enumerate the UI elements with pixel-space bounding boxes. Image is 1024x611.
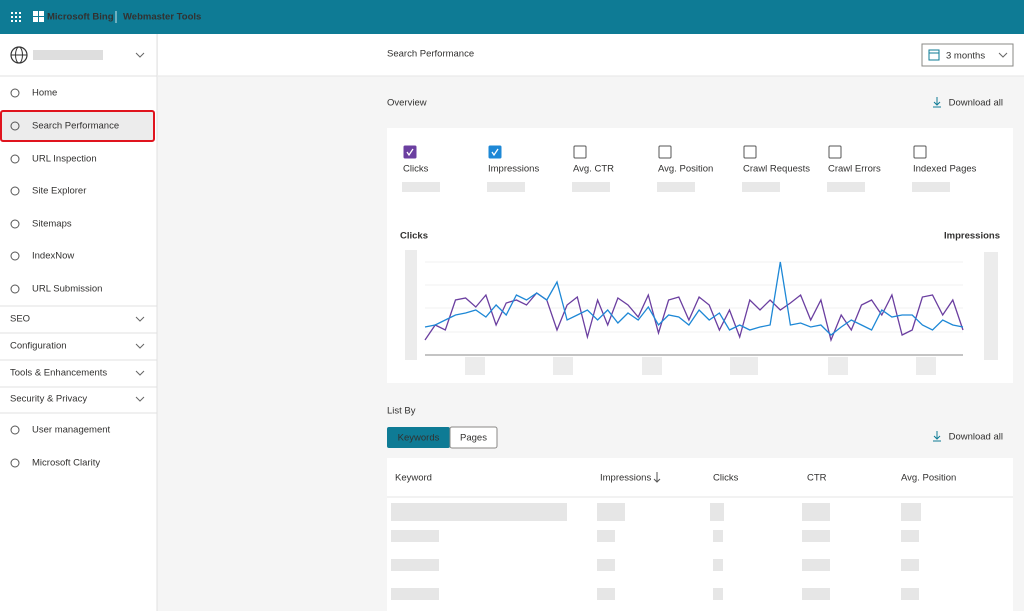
metric-checkbox[interactable] [573,145,587,159]
nav-item[interactable]: Sitemaps [32,219,72,230]
section-title: Overview [387,98,427,109]
metric-label: Crawl Errors [828,164,881,175]
blurred-value [827,182,865,192]
nav-section[interactable]: Security & Privacy [10,394,87,405]
nav-icon [10,284,20,294]
blurred-value [487,182,525,192]
nav-icon [10,186,20,196]
nav-section[interactable]: SEO [10,314,30,325]
microsoft-logo [33,11,44,22]
column-header[interactable]: Keyword [395,473,432,484]
section-title: List By [387,406,416,417]
metric-checkbox[interactable] [828,145,842,159]
download-all[interactable]: Download all [949,98,1003,109]
blurred-value [912,182,950,192]
tab-label[interactable]: Pages [460,433,487,444]
blurred-value [657,182,695,192]
nav-item[interactable]: URL Submission [32,284,102,295]
column-header[interactable]: CTR [807,473,827,484]
blurred-value [572,182,610,192]
metric-label: Avg. Position [658,164,713,175]
blurred-value [402,182,440,192]
nav-icon [10,458,20,468]
metric-label: Impressions [488,164,539,175]
nav-icon [10,219,20,229]
chevron [135,396,145,402]
data-line [424,292,964,343]
metric-checkbox[interactable] [488,145,502,159]
brand: Microsoft Bing [47,12,114,23]
overview-card [387,128,1013,383]
range-label[interactable]: 3 months [946,51,985,62]
chevron [135,316,145,322]
nav-icon [10,88,20,98]
nav-icon [10,251,20,261]
data-line [424,261,964,336]
metric-label: Clicks [403,164,429,175]
content: Microsoft Bing Webmaster Tools Home Search … [0,12,1003,484]
range-dropdown[interactable] [921,43,1014,67]
page-title: Search Performance [387,49,474,60]
selected-highlight [0,110,155,142]
column-header[interactable]: Impressions [600,473,651,484]
download-all[interactable]: Download all [949,432,1003,443]
download-icon [933,431,941,442]
metric-checkbox[interactable] [913,145,927,159]
tab[interactable] [449,426,498,449]
y2-axis-label: Impressions [944,231,1000,242]
metric-checkbox[interactable] [743,145,757,159]
tab-label[interactable]: Keywords [398,433,440,444]
nav-icon [10,121,20,131]
metric-checkbox[interactable] [403,145,417,159]
nav-item[interactable]: Site Explorer [32,186,86,197]
chevron [135,343,145,349]
column-header[interactable]: Clicks [713,473,739,484]
app-launcher[interactable] [11,12,21,22]
page-header [158,34,1024,76]
nav-item[interactable]: URL Inspection [32,154,97,165]
column-header[interactable]: Avg. Position [901,473,956,484]
nav-item[interactable]: IndexNow [32,251,74,262]
blurred-axis-labels [405,250,998,375]
metric-label: Indexed Pages [913,164,977,175]
product: Webmaster Tools [123,12,201,23]
nav-icon [10,154,20,164]
site-selector[interactable] [10,46,145,64]
nav-section[interactable]: Configuration [10,341,67,352]
nav-item[interactable]: Microsoft Clarity [32,458,100,469]
nav-icon [10,425,20,435]
metric-checkbox[interactable] [658,145,672,159]
blurred-rows [391,503,921,600]
sort-icon [653,472,661,483]
nav-item[interactable]: Search Performance [32,121,119,132]
nav-item[interactable]: Home [32,88,57,99]
check-mark [406,148,414,157]
nav-section[interactable]: Tools & Enhancements [10,368,107,379]
tab-active[interactable] [387,427,450,448]
top-bar [0,0,1024,34]
download-icon [933,97,941,108]
metric-label: Avg. CTR [573,164,614,175]
y-axis-label: Clicks [400,231,428,242]
nav-item[interactable]: User management [32,425,111,436]
chevron [135,370,145,376]
metric-label: Crawl Requests [743,164,810,175]
check-mark [491,148,499,157]
blurred-value [742,182,780,192]
